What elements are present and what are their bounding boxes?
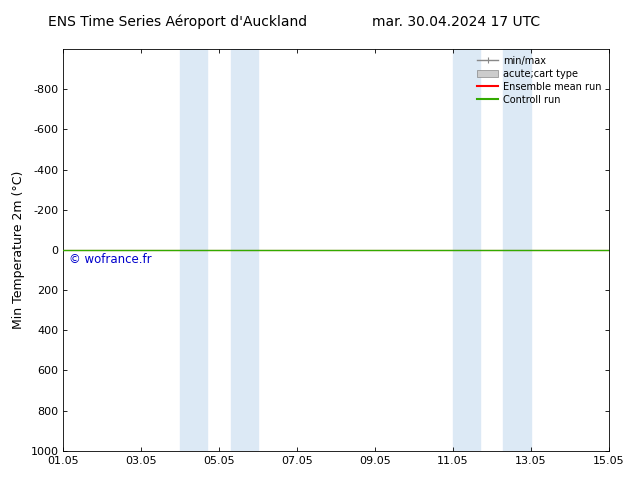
- Y-axis label: Min Temperature 2m (°C): Min Temperature 2m (°C): [12, 171, 25, 329]
- Text: mar. 30.04.2024 17 UTC: mar. 30.04.2024 17 UTC: [372, 15, 541, 29]
- Text: ENS Time Series Aéroport d'Auckland: ENS Time Series Aéroport d'Auckland: [48, 15, 307, 29]
- Bar: [503, 49, 531, 451]
- Legend: min/max, acute;cart type, Ensemble mean run, Controll run: min/max, acute;cart type, Ensemble mean …: [473, 52, 605, 108]
- Bar: [231, 49, 258, 451]
- Bar: [180, 49, 207, 451]
- Text: © wofrance.fr: © wofrance.fr: [69, 253, 152, 267]
- Bar: [453, 49, 480, 451]
